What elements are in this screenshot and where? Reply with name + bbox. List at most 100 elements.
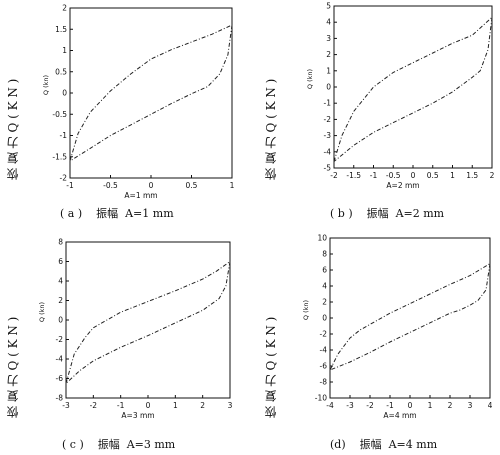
y-tick-label: -6 [320,362,328,371]
y-tick-label: -2 [56,335,64,344]
y-tick-label: 2 [58,296,63,305]
y-tick-label: -1.5 [52,152,67,161]
caption-b: ( b ) 振幅 A=2 mm [330,207,445,220]
y-tick-label: 5 [326,2,331,11]
plot-frame [69,7,233,179]
y-tick-label: -0.5 [52,110,67,119]
y-tick-label: 0.5 [55,67,67,76]
x-tick-label: 4 [488,401,493,410]
y-tick-label: -1 [60,131,68,140]
chart-panel-a: 恢 复 力 Q ( K N ) -1 -0.5 0 0.5 1 -2 -1.5 -1 -0.5 0… [0,0,250,225]
x-tick-label: 1.5 [466,171,478,180]
caption-c: ( c ) 振幅 A=3 mm [62,438,176,451]
x-tick-label: -2 [330,171,338,180]
hysteresis-branch-upper [65,261,231,384]
y-axis-label: Q (kn) [302,300,310,320]
x-tick-label: -2 [90,401,98,410]
y-tick-label: 4 [326,18,331,27]
x-tick-label: 2 [448,401,453,410]
x-tick-label: 0.5 [186,181,198,190]
hysteresis-branch-lower [65,261,231,384]
y-tick-label: 6 [322,266,327,275]
hysteresis-branch-upper [69,24,233,162]
y-tick-label: -8 [320,378,328,387]
x-tick-label: -3 [346,401,354,410]
x-axis-label: A=2 mm [386,181,419,190]
x-tick-label: 2 [490,171,495,180]
hysteresis-branch-lower [69,24,233,162]
y-tick-label: -6 [56,374,64,383]
y-tick-label: 2 [62,4,67,13]
y-tick-label: -8 [56,394,64,403]
caption-d: (d) 振幅 A=4 mm [330,438,438,451]
x-tick-label: 1 [428,401,433,410]
x-tick-label: 1 [173,401,178,410]
x-tick-label: 0.5 [427,171,439,180]
x-tick-label: 1 [230,181,235,190]
y-tick-label: 0 [322,314,327,323]
y-tick-label: 0 [58,316,63,325]
plot-frame [329,237,491,399]
y-tick-label: -2 [324,115,332,124]
plot-frame [65,241,231,399]
x-tick-label: 1 [450,171,455,180]
y-axis-label: Q (kn) [306,69,314,89]
y-tick-label: 3 [326,34,331,43]
y-tick-label: 0 [326,83,331,92]
hysteresis-branch-upper [329,263,491,371]
y-tick-label: -4 [320,346,328,355]
y-tick-label: 2 [326,50,331,59]
x-tick-label: -1 [370,171,378,180]
y-tick-label: -1 [324,99,332,108]
y-tick-label: -4 [56,355,64,364]
x-tick-label: 3 [468,401,473,410]
plot-frame [333,5,493,169]
chart-panel-d: 恢 复 力 Q ( K N ) -4 -3 -2 -1 0 1 2 3 4 -10 -8 -6 -4 -2… [250,228,500,455]
x-tick-label: -2 [366,401,374,410]
y-tick-label: 4 [58,277,63,286]
y-tick-label: -4 [324,147,332,156]
x-tick-label: -1.5 [346,171,361,180]
x-tick-label: 2 [200,401,205,410]
x-axis-label: A=1 mm [124,191,157,200]
chart-b: -2 -1.5 -1 -0.5 0 0.5 1 1.5 2 -5 -4 -3 -2 -1 0 1 2 3 4 5 A=2… [306,2,495,191]
hysteresis-branch-lower [329,263,491,371]
x-tick-label: -1 [66,181,74,190]
y-tick-label: 1 [326,66,331,75]
y-tick-label: 6 [58,257,63,266]
chart-a: -1 -0.5 0 0.5 1 -2 -1.5 -1 -0.5 0 0.5 1 1.5 2 A=1 mm Q … [42,4,235,201]
x-tick-label: 0 [408,401,413,410]
y-tick-label: 2 [322,298,327,307]
y-tick-label: 1 [62,46,67,55]
x-tick-label: 0 [149,181,154,190]
x-tick-label: -1 [386,401,394,410]
caption-a: ( a ) 振幅 A=1 mm [60,207,174,220]
y-tick-label: 0 [62,89,67,98]
x-tick-label: -4 [326,401,334,410]
y-tick-label: -3 [324,131,332,140]
x-axis-label: A=3 mm [121,411,154,420]
x-tick-label: 0 [411,171,416,180]
y-tick-label: 4 [322,282,327,291]
y-tick-label: -2 [320,330,328,339]
x-tick-label: 0 [146,401,151,410]
y-tick-label: 1.5 [55,25,67,34]
y-axis-label: Q (kn) [38,302,46,322]
y-tick-label: -5 [324,164,332,173]
y-tick-label: -2 [60,174,68,183]
chart-c: -3 -2 -1 0 1 2 3 -8 -6 -4 -2 0 2 4 6 8 A=3 mm Q (kn) [38,238,233,421]
x-tick-label: 3 [228,401,233,410]
x-axis-label: A=4 mm [383,411,416,420]
y-tick-label: 8 [58,238,63,247]
x-tick-label: -3 [62,401,70,410]
y-tick-label: 10 [317,234,327,243]
chart-panel-b: 恢 复 力 Q ( K N ) -2 -1.5 -1 -0.5 0 0.5 1 1.5 2 -5-… [250,0,500,225]
chart-panel-c: 恢 复 力 Q ( K N ) -3 -2 -1 0 1 2 3 -8 -6 -4 -2 0 2 4 6 8 A… [0,228,250,455]
y-tick-label: 8 [322,250,327,259]
hysteresis-branch-upper [333,16,493,162]
x-tick-label: -0.5 [386,171,401,180]
y-tick-label: -10 [315,394,327,403]
hysteresis-branch-lower [333,17,493,162]
y-axis-label: Q (kn) [42,75,50,95]
